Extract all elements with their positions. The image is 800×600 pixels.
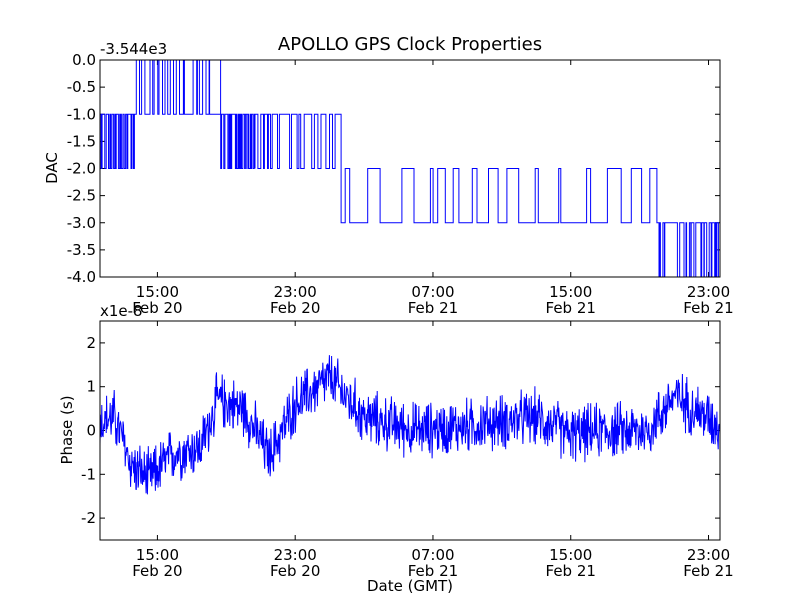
x-tick-date-label: Feb 21 xyxy=(546,562,596,580)
y-tick-label: 0 xyxy=(86,422,96,440)
x-tick-date-label: Feb 20 xyxy=(132,562,182,580)
chart-title: APOLLO GPS Clock Properties xyxy=(278,34,542,55)
y-tick-label: -3.0 xyxy=(67,214,96,232)
x-tick-date-label: Feb 20 xyxy=(132,299,182,317)
x-tick-time-label: 07:00 xyxy=(411,546,454,564)
y-tick-label: -2.5 xyxy=(67,187,96,205)
x-tick-date-label: Feb 20 xyxy=(270,562,320,580)
y-tick-label: -0.5 xyxy=(67,78,96,96)
x-axis-label: Date (GMT) xyxy=(367,577,453,595)
y-tick-label: -4.0 xyxy=(67,268,96,286)
y-tick-label: -2.0 xyxy=(67,160,96,178)
y-tick-label: 1 xyxy=(86,378,96,396)
phase-axes-frame xyxy=(99,320,721,541)
x-tick-time-label: 23:00 xyxy=(274,546,317,564)
x-tick-time-label: 15:00 xyxy=(136,283,179,301)
x-tick-date-label: Feb 20 xyxy=(270,299,320,317)
y-tick-label: -1 xyxy=(81,465,96,483)
y-tick-label: -1.0 xyxy=(67,105,96,123)
x-tick-time-label: 07:00 xyxy=(411,283,454,301)
x-tick-time-label: 23:00 xyxy=(687,283,730,301)
phase-y-axis-label: Phase (s) xyxy=(58,395,76,464)
x-tick-date-label: Feb 21 xyxy=(408,299,458,317)
x-tick-date-label: Feb 21 xyxy=(683,299,733,317)
x-tick-date-label: Feb 21 xyxy=(683,562,733,580)
x-tick-time-label: 15:00 xyxy=(136,546,179,564)
dac-axes-frame xyxy=(99,59,721,278)
y-tick-label: -3.5 xyxy=(67,241,96,259)
x-tick-time-label: 23:00 xyxy=(687,546,730,564)
y-tick-label: -2 xyxy=(81,509,96,527)
y-tick-label: 0.0 xyxy=(72,51,96,69)
phase-offset-label: x1e-8 xyxy=(100,302,143,320)
dac-series-line xyxy=(100,59,721,278)
x-tick-date-label: Feb 21 xyxy=(546,299,596,317)
dac-y-axis-label: DAC xyxy=(43,152,61,184)
y-tick-label: -1.5 xyxy=(67,132,96,150)
phase-y-ticks: 2 1 0 -1 -2 xyxy=(81,334,720,527)
y-tick-label: 2 xyxy=(86,334,96,352)
x-tick-time-label: 15:00 xyxy=(549,283,592,301)
dac-offset-label: -3.544e3 xyxy=(100,40,167,58)
dac-y-ticks: 0.0 -0.5 -1.0 -1.5 -2.0 -2.5 -3.0 -3.5 -4.0 xyxy=(67,51,720,286)
dac-panel: 0.0 -0.5 -1.0 -1.5 -2.0 -2.5 -3.0 -3.5 -4.0 15:0… xyxy=(43,40,734,317)
x-tick-time-label: 15:00 xyxy=(549,546,592,564)
x-tick-time-label: 23:00 xyxy=(274,283,317,301)
x-tick-date-label: Feb 21 xyxy=(408,562,458,580)
phase-series-line xyxy=(99,355,721,495)
